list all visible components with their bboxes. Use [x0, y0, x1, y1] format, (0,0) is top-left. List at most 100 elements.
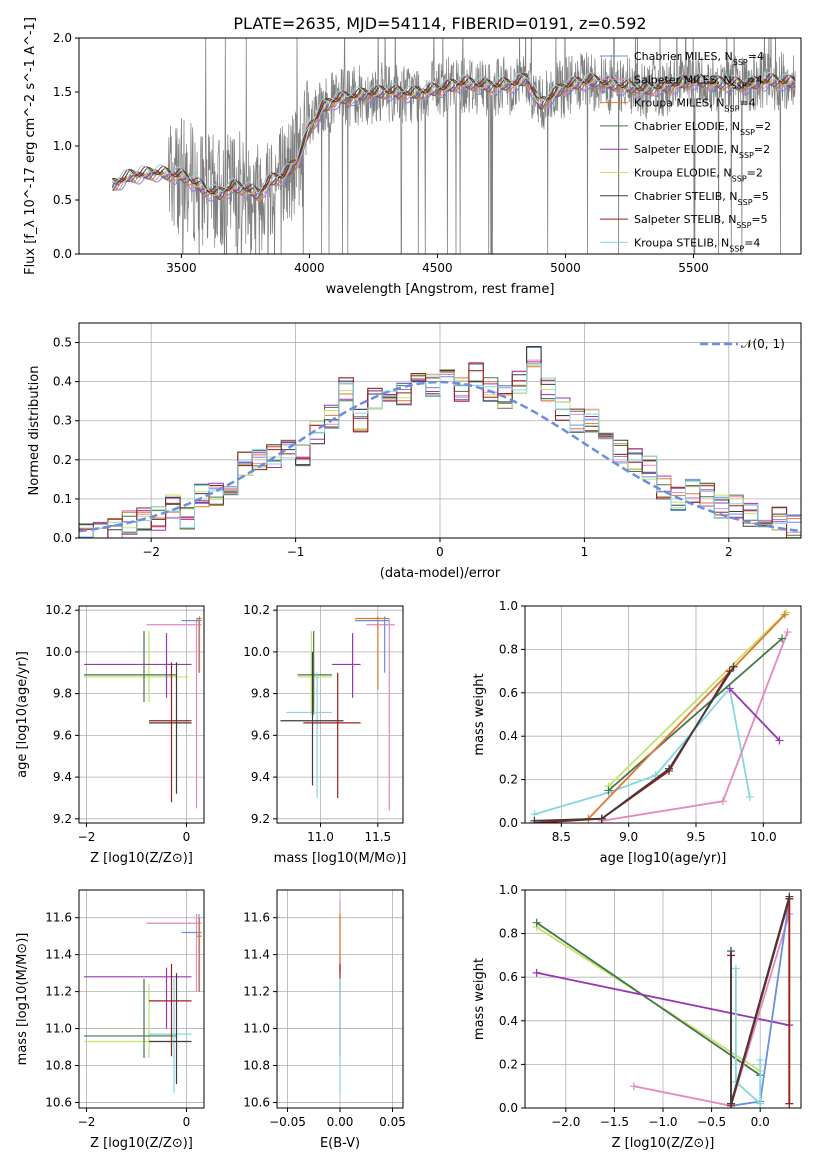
y-tick-label: 0.6 [499, 970, 518, 984]
weight-marker-salpeter_miles [629, 1082, 638, 1091]
y-tick-label: 0.2 [499, 1057, 518, 1071]
y-tick-label: 10.0 [243, 645, 270, 659]
y-tick-label: 0.2 [53, 453, 72, 467]
legend-value: =5 [751, 213, 767, 226]
y-tick-label: 0.5 [53, 336, 72, 350]
weight-marker-kroupa_stelib [756, 1099, 765, 1108]
x-tick-label: 0 [183, 1115, 191, 1129]
legend-value: =2 [754, 143, 770, 156]
y-axis-label: Normed distribution [27, 366, 42, 496]
y-tick-label: 0.0 [53, 247, 72, 261]
weight-line-kroupa_elodie [607, 611, 787, 787]
legend-subscript: SSP [732, 174, 747, 183]
y-axis-label: Flux [f_λ 10^-17 erg cm^-2 s^-1 A^-1] [23, 17, 38, 275]
x-tick-label: 4500 [422, 261, 453, 275]
x-tick-label: −0.5 [697, 1115, 726, 1129]
x-tick-label: 1 [581, 545, 589, 559]
legend-subscript: SSP [729, 244, 744, 253]
weight-line-kroupa_stelib [735, 968, 762, 1106]
x-tick-label: −2 [142, 545, 160, 559]
chart-weight_vs_Z: −2.0 −1.5 −1.0 −0.5 0.0 0.0 0.2 0.4 0.6 0.8 1.0 Z [… [472, 883, 802, 1151]
y-tick-label: 9.8 [251, 687, 270, 701]
y-tick-label: 0.8 [499, 927, 518, 941]
y-axis-label: mass weight [472, 673, 487, 755]
legend-subscript: SSP [733, 58, 748, 67]
legend-entry: Kroupa STELIB, NSSP=4 [634, 236, 760, 253]
x-tick-label: 10.0 [750, 830, 777, 844]
y-tick-label: 1.5 [53, 85, 72, 99]
x-axis-label: mass [log10(M/M⊙)] [274, 851, 407, 866]
x-tick-label: −2 [78, 830, 96, 844]
weight-marker-salpeter_elodie [532, 968, 541, 977]
weight-line-salpeter_stelib [534, 670, 731, 823]
legend: Chabrier MILES, NSSP=4 Salpeter MILES, NS… [600, 50, 771, 253]
weight-line-chabrier_elodie [536, 921, 761, 1077]
figure-title: PLATE=2635, MJD=54114, FIBERID=0191, z=0… [233, 14, 646, 33]
y-tick-label: 11.4 [243, 948, 270, 962]
y-tick-label: 0.0 [53, 531, 72, 545]
legend-entry: Salpeter STELIB, NSSP=5 [634, 213, 768, 230]
y-tick-label: 0.2 [499, 773, 518, 787]
weight-marker-kroupa_miles [780, 610, 789, 619]
weight-marker-salpeter_miles [718, 797, 727, 806]
x-axis-label: Z [log10(Z/Z⊙)] [90, 1136, 193, 1151]
y-tick-label: 0.0 [499, 816, 518, 830]
legend-subscript: SSP [740, 127, 755, 136]
x-tick-label: 0.05 [379, 1115, 406, 1129]
x-tick-label: −1.5 [600, 1115, 629, 1129]
weight-marker-kroupa_stelib [731, 964, 740, 973]
x-axis-label: age [log10(age/yr)] [600, 851, 727, 866]
weight-marker-chabrier_elodie [778, 634, 787, 643]
x-tick-label: −2.0 [551, 1115, 580, 1129]
legend-subscript: SSP [732, 81, 747, 90]
weight-marker-chabrier_stelib [727, 1099, 736, 1108]
y-tick-label: 9.8 [53, 687, 72, 701]
y-tick-label: 0.6 [499, 686, 518, 700]
x-tick-label: −0.05 [269, 1115, 306, 1129]
legend-value: =2 [747, 167, 763, 180]
y-tick-label: 0.0 [499, 1101, 518, 1115]
legend-subscript: SSP [724, 104, 739, 113]
weight-line-salpeter_elodie [536, 971, 790, 1027]
y-tick-label: 11.0 [243, 1022, 270, 1036]
y-tick-label: 1.0 [499, 883, 518, 897]
x-tick-label: 0 [183, 830, 191, 844]
y-tick-label: 0.4 [499, 1014, 518, 1028]
legend-value: =4 [748, 50, 764, 63]
weight-marker-salpeter_miles [783, 628, 792, 637]
y-tick-label: 10.8 [243, 1059, 270, 1073]
legend-value: =4 [744, 236, 760, 249]
weight-marker-chabrier_stelib [665, 764, 674, 773]
weight-marker-chabrier_stelib [530, 816, 539, 823]
x-axis-label: wavelength [Angstrom, rest frame] [326, 282, 555, 297]
plot-area [84, 914, 202, 1094]
y-tick-label: 2.0 [53, 31, 72, 45]
chart-residuals: 𝒩(0, 1) −2 −1 0 1 2 0.0 0.1 0.2 0.3 0.4 0.5 (data-mo… [27, 322, 802, 581]
x-tick-label: 9.0 [619, 830, 638, 844]
chart-weight_vs_age: 8.5 9.0 9.5 10.0 0.0 0.2 0.4 0.6 0.8 1.0 age [log1… [472, 599, 802, 866]
chart-mass_vs_ebv: −0.05 0.00 0.05 10.6 10.8 11.0 11.2 11.4 11.6 E(B… [243, 889, 406, 1151]
x-tick-label: 0.00 [327, 1115, 354, 1129]
y-tick-label: 0.1 [53, 492, 72, 506]
plot-area [530, 608, 792, 823]
legend-subscript: SSP [739, 151, 754, 160]
x-tick-label: −2 [78, 1115, 96, 1129]
plot-area [84, 616, 202, 809]
y-tick-label: 9.6 [251, 728, 270, 742]
x-tick-label: 0 [436, 545, 444, 559]
y-tick-label: 11.6 [45, 911, 72, 925]
y-tick-label: 10.8 [45, 1059, 72, 1073]
legend-entry: Chabrier ELODIE, NSSP=2 [634, 120, 771, 137]
x-axis-label: Z [log10(Z/Z⊙)] [90, 851, 193, 866]
legend-value: =5 [753, 190, 769, 203]
axes-frame [524, 605, 802, 824]
weight-line-salpeter_elodie [728, 687, 781, 742]
chart-age_vs_Z: −2 0 9.2 9.4 9.6 9.8 10.0 10.2 Z [log10(Z/Z⊙)] ag… [15, 603, 205, 866]
y-tick-label: 0.8 [499, 642, 518, 656]
legend-value: =4 [747, 73, 763, 86]
plot-area [79, 346, 801, 538]
weight-marker-salpeter_elodie [775, 736, 784, 745]
legend-value: =2 [755, 120, 771, 133]
axes-frame [78, 889, 205, 1109]
weight-marker-kroupa_stelib [745, 792, 754, 801]
